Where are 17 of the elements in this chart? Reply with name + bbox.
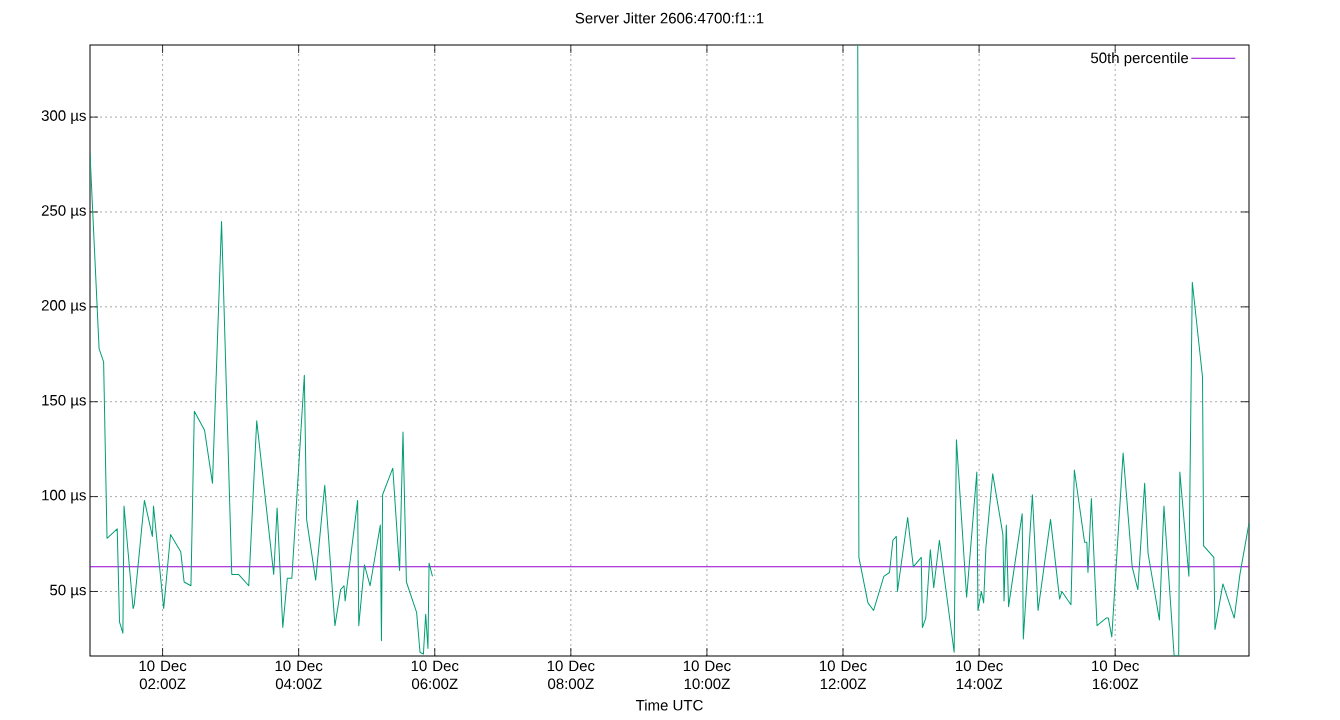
y-tick-label: 50 µs (50, 584, 86, 599)
chart-title: Server Jitter 2606:4700:f1::1 (575, 12, 764, 24)
legend-label: 50th percentile (1090, 52, 1189, 67)
y-tick-label: 200 µs (41, 300, 86, 314)
x-tick-label: 10 Dec 10:00Z (683, 660, 731, 690)
x-tick-label: 10 Dec 06:00Z (411, 660, 459, 690)
y-tick-label: 150 µs (42, 394, 86, 409)
y-tick-label: 100 µs (42, 489, 86, 504)
y-tick-label: 250 µs (41, 205, 86, 219)
y-tick-label: 300 µs (41, 110, 86, 124)
x-tick-label: 10 Dec 16:00Z (1092, 660, 1139, 690)
x-tick-label: 10 Dec 14:00Z (956, 660, 1003, 690)
x-tick-label: 10 Dec 02:00Z (139, 660, 187, 690)
x-tick-label: 10 Dec 08:00Z (547, 660, 595, 690)
x-tick-label: 10 Dec 12:00Z (819, 660, 867, 690)
x-axis-title: Time UTC (635, 699, 703, 711)
x-tick-label: 10 Dec 04:00Z (275, 660, 323, 690)
